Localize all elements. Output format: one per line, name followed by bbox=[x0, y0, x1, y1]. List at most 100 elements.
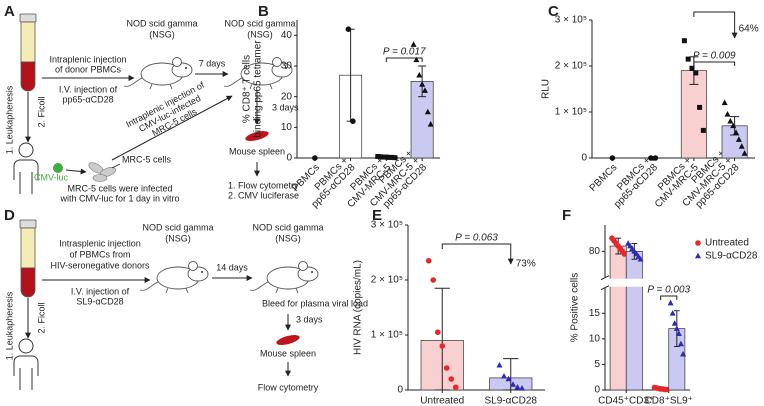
y-axis-label: binding pp65 tetramer bbox=[253, 40, 264, 138]
y-tick-label: 30 bbox=[281, 61, 293, 72]
data-point bbox=[312, 155, 318, 161]
y-axis-label: % Positive cells bbox=[570, 273, 581, 342]
data-point bbox=[730, 122, 737, 129]
panel-label: B bbox=[258, 3, 269, 20]
arrow bbox=[111, 95, 233, 161]
data-point bbox=[389, 154, 395, 160]
x-tick-label-group: PBMCs bbox=[588, 162, 620, 194]
data-point bbox=[496, 361, 503, 368]
label: (NSG) bbox=[165, 233, 191, 243]
y-tick-label: 1 × 10⁵ bbox=[555, 107, 587, 118]
data-point bbox=[671, 320, 678, 326]
y-tick-label: 0 bbox=[581, 153, 587, 164]
significance-bracket bbox=[385, 57, 423, 62]
y-axis-label: HIV RNA (copies/mL) bbox=[353, 260, 364, 355]
data-point bbox=[733, 129, 740, 135]
break-mark bbox=[600, 285, 610, 291]
label: pp65-αCD28 bbox=[62, 94, 113, 104]
label: MRC-5 cells were infected bbox=[67, 183, 172, 193]
legend-marker bbox=[695, 252, 701, 259]
pointer bbox=[111, 163, 121, 169]
data-point bbox=[664, 386, 670, 393]
label: I.V. injection of bbox=[71, 286, 130, 296]
change-bracket bbox=[441, 243, 514, 265]
label: I.V. injection of bbox=[59, 84, 118, 94]
data-point bbox=[637, 255, 644, 262]
legend-label: Untreated bbox=[705, 238, 749, 249]
y-tick-label: 1 × 10⁵ bbox=[371, 330, 403, 341]
y-axis-label: RLU bbox=[541, 79, 552, 99]
spleen bbox=[245, 131, 269, 141]
y-tick-label: 5 bbox=[594, 359, 600, 370]
data-point bbox=[675, 330, 682, 337]
x-tick-label: Untreated bbox=[420, 396, 464, 406]
data-point bbox=[648, 155, 654, 161]
data-point bbox=[413, 56, 420, 63]
annotation: 73% bbox=[516, 259, 536, 270]
data-point bbox=[667, 299, 674, 306]
label: Intrasplenic injection bbox=[59, 238, 141, 248]
panel-label: C bbox=[548, 3, 559, 20]
label: 3 days bbox=[296, 314, 323, 324]
label: (NSG) bbox=[247, 29, 273, 39]
axis-break bbox=[599, 278, 690, 287]
annotation: P = 0.009 bbox=[693, 51, 736, 62]
data-point bbox=[416, 71, 423, 78]
break-mark bbox=[600, 275, 610, 281]
data-point bbox=[677, 340, 684, 347]
label: NOD scid gamma bbox=[126, 18, 197, 28]
cells bbox=[88, 162, 116, 182]
significance-bracket bbox=[660, 295, 678, 300]
label: MRC-5 cells bbox=[122, 154, 172, 164]
label: 2. Ficoll bbox=[36, 96, 46, 127]
data-point bbox=[383, 154, 389, 160]
spleen bbox=[276, 335, 300, 345]
y-tick-label: 0 bbox=[397, 385, 403, 396]
label: SL9-αCD28 bbox=[76, 296, 123, 306]
data-point bbox=[392, 155, 398, 161]
label: CMV-luc bbox=[34, 172, 69, 182]
annotation: P = 0.017 bbox=[383, 47, 426, 58]
x-tick-label: CD8⁺SL9⁺ bbox=[645, 396, 693, 406]
data-point bbox=[673, 325, 680, 331]
label: with CMV-luc for 1 day in vitro bbox=[59, 193, 179, 203]
y-tick-label: 2 × 10⁵ bbox=[371, 275, 403, 286]
label: NOD scid gamma bbox=[142, 222, 213, 232]
error-bar bbox=[434, 287, 450, 391]
y-tick-label: 10 bbox=[281, 122, 293, 133]
data-point bbox=[350, 118, 356, 124]
data-point bbox=[430, 277, 437, 283]
mouse-icon bbox=[139, 261, 209, 294]
data-point bbox=[434, 329, 441, 336]
label: (NSG) bbox=[149, 29, 175, 39]
y-tick-label: 15 bbox=[589, 308, 601, 319]
y-axis-label: % CD8⁺ T cells bbox=[242, 55, 253, 123]
label: 14 days bbox=[216, 262, 248, 272]
data-point bbox=[514, 383, 521, 390]
data-point bbox=[669, 309, 676, 316]
data-point bbox=[378, 154, 384, 160]
data-point bbox=[505, 375, 512, 382]
blood-tube bbox=[19, 13, 37, 92]
y-tick-label: 0 bbox=[594, 385, 600, 396]
significance-bracket bbox=[693, 61, 736, 66]
data-point bbox=[419, 81, 426, 87]
data-point bbox=[741, 150, 748, 156]
annotation: P = 0.063 bbox=[455, 233, 498, 244]
label: Flow cytometry bbox=[258, 382, 319, 392]
y-tick-label: 10 bbox=[589, 333, 601, 344]
data-point bbox=[652, 155, 659, 161]
label: NOD scid gamma bbox=[252, 222, 323, 232]
label: 2. Ficoll bbox=[36, 302, 46, 333]
panel-label: D bbox=[4, 207, 15, 224]
data-point bbox=[421, 87, 428, 93]
bar bbox=[625, 251, 643, 391]
label: 1. Flow cytometry bbox=[228, 180, 299, 190]
mouse-icon bbox=[123, 57, 193, 90]
y-tick-label: 0 bbox=[286, 153, 292, 164]
label: 1. Leukapheresis bbox=[4, 291, 14, 360]
label: 3 days bbox=[272, 102, 299, 112]
y-tick-label: 20 bbox=[281, 91, 293, 102]
data-point bbox=[519, 385, 525, 391]
label: 1. Leukapheresis bbox=[4, 85, 14, 154]
